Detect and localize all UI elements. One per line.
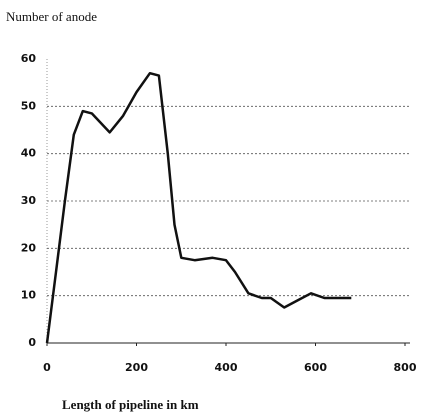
y-tick-label: 0 (28, 336, 36, 349)
y-tick-label: 30 (21, 194, 37, 207)
x-axis-label: Length of pipeline in km (62, 397, 199, 412)
x-tick-label: 400 (215, 361, 238, 374)
y-tick-label: 20 (21, 241, 37, 254)
y-tick-label: 50 (21, 99, 37, 112)
y-tick-label: 40 (21, 147, 37, 160)
y-tick-label: 60 (21, 52, 37, 65)
x-tick-label: 200 (125, 361, 148, 374)
data-line (45, 71, 352, 344)
x-tick-label: 0 (43, 361, 51, 374)
y-tick-label: 10 (21, 289, 37, 302)
y-axis-label: Number of anode (6, 9, 97, 24)
x-tick-label: 600 (304, 361, 327, 374)
x-tick-label: 800 (394, 361, 417, 374)
